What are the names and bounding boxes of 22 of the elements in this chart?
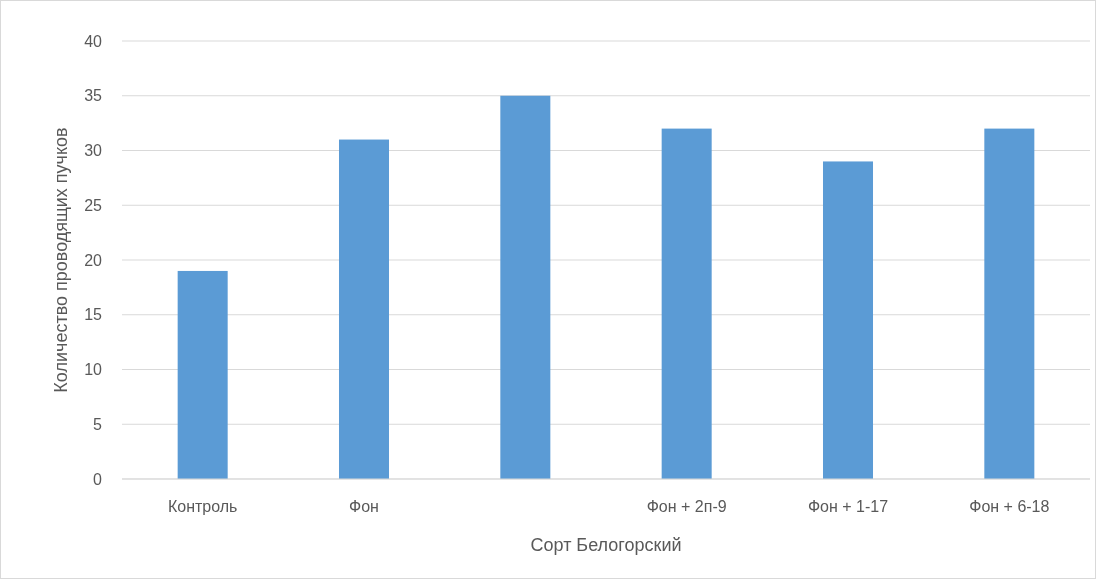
x-tick-label: Фон (349, 498, 379, 515)
y-tick-label: 25 (84, 196, 103, 214)
bar (661, 128, 712, 479)
y-tick-label: 30 (84, 142, 103, 160)
bar (177, 270, 228, 479)
x-tick-label: Фон + 2п-9 (646, 498, 727, 515)
y-tick-label: 10 (84, 361, 103, 379)
y-tick-label: 40 (84, 32, 103, 50)
y-tick-label: 0 (93, 470, 103, 488)
y-tick-label: 20 (84, 251, 103, 269)
bar (822, 161, 874, 479)
x-tick-label: Контроль (167, 498, 238, 515)
x-tick-label: Фон + 1-17 (807, 498, 889, 515)
x-tick-label: Фон + 6-18 (969, 498, 1050, 515)
y-tick-label: 35 (84, 87, 103, 105)
bar (984, 128, 1035, 479)
bar (500, 95, 551, 479)
y-tick-label: 5 (93, 415, 103, 433)
y-axis-title: Количество проводящих пучков (51, 127, 71, 393)
x-axis-title: Сорт Белогорский (530, 535, 682, 555)
y-tick-label: 15 (84, 306, 103, 324)
bar (338, 139, 390, 479)
